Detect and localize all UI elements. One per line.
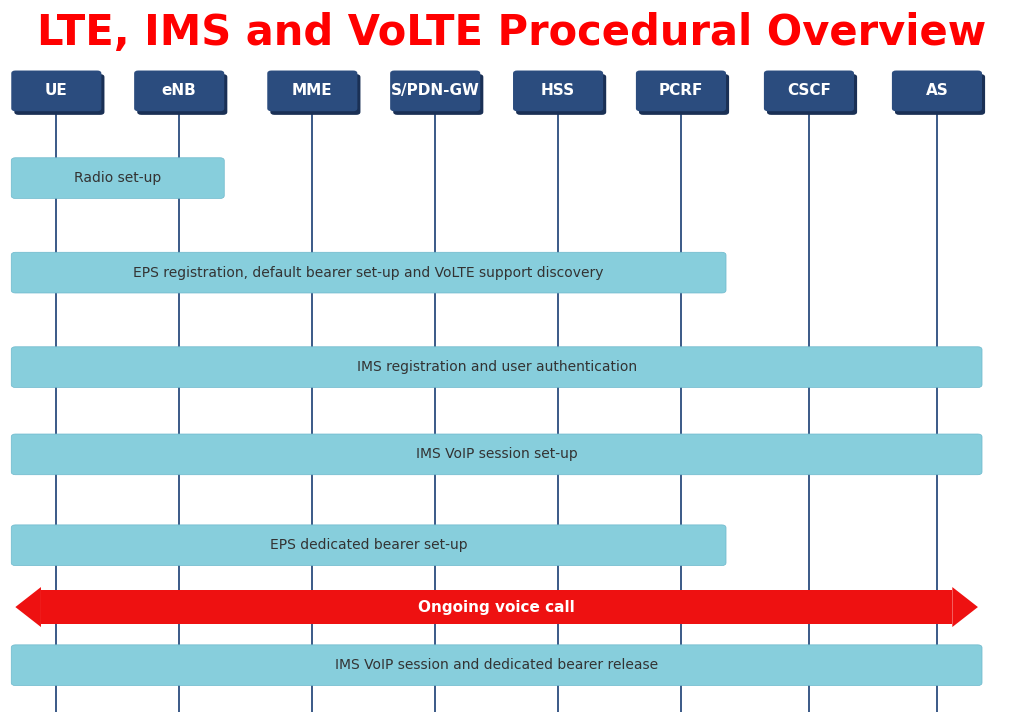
- Text: AS: AS: [926, 84, 948, 98]
- FancyBboxPatch shape: [11, 252, 726, 293]
- FancyBboxPatch shape: [892, 71, 982, 111]
- Polygon shape: [952, 587, 978, 627]
- FancyBboxPatch shape: [14, 74, 104, 115]
- Polygon shape: [15, 587, 41, 627]
- Text: LTE, IMS and VoLTE Procedural Overview: LTE, IMS and VoLTE Procedural Overview: [37, 12, 987, 54]
- FancyBboxPatch shape: [764, 71, 854, 111]
- Bar: [41, 590, 952, 624]
- Text: PCRF: PCRF: [658, 84, 703, 98]
- Text: MME: MME: [292, 84, 333, 98]
- FancyBboxPatch shape: [11, 347, 982, 387]
- FancyBboxPatch shape: [11, 434, 982, 475]
- FancyBboxPatch shape: [393, 74, 483, 115]
- Text: IMS VoIP session and dedicated bearer release: IMS VoIP session and dedicated bearer re…: [335, 658, 658, 672]
- Text: HSS: HSS: [541, 84, 575, 98]
- FancyBboxPatch shape: [390, 71, 480, 111]
- FancyBboxPatch shape: [137, 74, 227, 115]
- FancyBboxPatch shape: [11, 158, 224, 198]
- FancyBboxPatch shape: [270, 74, 360, 115]
- Text: EPS dedicated bearer set-up: EPS dedicated bearer set-up: [270, 538, 467, 553]
- Text: UE: UE: [45, 84, 68, 98]
- Text: CSCF: CSCF: [787, 84, 830, 98]
- FancyBboxPatch shape: [11, 645, 982, 686]
- Text: EPS registration, default bearer set-up and VoLTE support discovery: EPS registration, default bearer set-up …: [133, 265, 604, 280]
- Text: Ongoing voice call: Ongoing voice call: [418, 600, 575, 614]
- FancyBboxPatch shape: [11, 71, 101, 111]
- FancyBboxPatch shape: [267, 71, 357, 111]
- Text: S/PDN-GW: S/PDN-GW: [391, 84, 479, 98]
- FancyBboxPatch shape: [516, 74, 606, 115]
- Text: IMS registration and user authentication: IMS registration and user authentication: [356, 360, 637, 374]
- FancyBboxPatch shape: [134, 71, 224, 111]
- FancyBboxPatch shape: [767, 74, 857, 115]
- FancyBboxPatch shape: [639, 74, 729, 115]
- FancyBboxPatch shape: [895, 74, 985, 115]
- Text: Radio set-up: Radio set-up: [74, 171, 162, 185]
- FancyBboxPatch shape: [513, 71, 603, 111]
- Text: IMS VoIP session set-up: IMS VoIP session set-up: [416, 447, 578, 462]
- FancyBboxPatch shape: [11, 525, 726, 566]
- Text: eNB: eNB: [162, 84, 197, 98]
- FancyBboxPatch shape: [636, 71, 726, 111]
